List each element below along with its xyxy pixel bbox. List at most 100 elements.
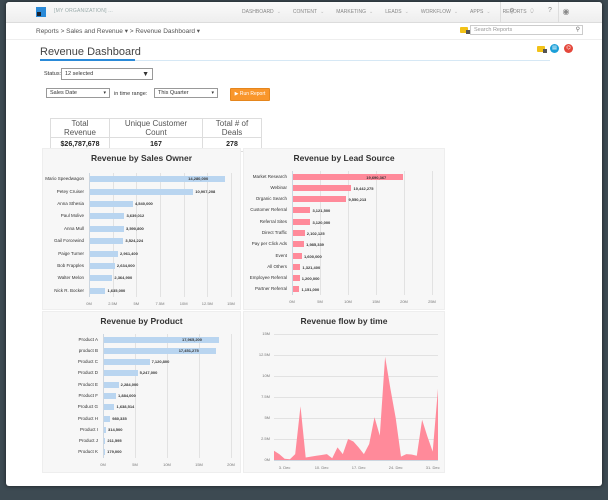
- page-title: Revenue Dashboard: [40, 46, 141, 58]
- time-range-select[interactable]: This Quarter ▾: [154, 88, 218, 98]
- category-label: Product H: [77, 415, 98, 421]
- category-label: Product I: [79, 426, 98, 432]
- category-label: Nick R. Bocker: [54, 287, 84, 293]
- app-window: [MY ORGANIZATION] ... DASHBOARD ⌄ CONTENT…: [6, 2, 602, 486]
- bar[interactable]: [104, 381, 119, 388]
- bar[interactable]: [293, 207, 311, 214]
- chart-title: Revenue flow by time: [300, 316, 388, 326]
- search-icon[interactable]: ⚲: [509, 8, 515, 15]
- bar[interactable]: [104, 359, 150, 366]
- x-tick-label: 5M: [132, 462, 138, 467]
- top-navigation: [MY ORGANIZATION] ... DASHBOARD ⌄ CONTENT…: [6, 2, 602, 23]
- bar[interactable]: [104, 393, 117, 399]
- gridline: [112, 173, 114, 297]
- x-tick-label: 10M: [179, 301, 188, 306]
- bar[interactable]: [104, 438, 106, 445]
- bar[interactable]: [293, 241, 305, 248]
- bar[interactable]: [293, 196, 347, 203]
- nav-dashboard[interactable]: DASHBOARD ⌄: [242, 9, 281, 15]
- bar[interactable]: [90, 188, 194, 195]
- org-switcher[interactable]: [MY ORGANIZATION] ...: [54, 8, 114, 14]
- gridline: [274, 418, 438, 419]
- bar[interactable]: [293, 252, 302, 259]
- bar[interactable]: [90, 263, 115, 269]
- category-label: Anna Sthesia: [57, 201, 84, 206]
- bar[interactable]: [293, 218, 311, 225]
- nav-apps[interactable]: APPS ⌄: [470, 9, 491, 15]
- bar[interactable]: [293, 230, 305, 236]
- save-folder-icon[interactable]: [537, 46, 547, 53]
- y-axis: [89, 173, 90, 297]
- bar[interactable]: [104, 426, 106, 433]
- bar[interactable]: [293, 286, 300, 293]
- category-label: Referral Sites: [259, 218, 287, 224]
- bar[interactable]: [293, 184, 352, 191]
- chart-title: Revenue by Product: [100, 316, 183, 326]
- category-label: Paige Turner: [58, 250, 84, 256]
- bar[interactable]: [104, 449, 106, 456]
- area-series[interactable]: [274, 334, 438, 461]
- category-label: Event: [275, 252, 287, 258]
- category-label: Product K: [78, 449, 98, 455]
- gridline: [274, 397, 438, 398]
- category-label: Product F: [78, 393, 98, 398]
- bar[interactable]: [90, 213, 125, 220]
- bar[interactable]: [90, 238, 124, 245]
- bar-value-label: 19,690,367: [366, 174, 387, 180]
- x-tick-label: 10M: [163, 462, 171, 467]
- bar[interactable]: [90, 275, 113, 282]
- gridline: [167, 334, 168, 458]
- search-icon[interactable]: ⚲: [575, 27, 580, 33]
- bar-value-label: 17,451,275: [178, 347, 199, 353]
- x-tick-label: 25M: [428, 299, 436, 304]
- bar-value-label: 1,600,000: [303, 253, 322, 259]
- x-tick-label: 15M: [372, 299, 380, 304]
- gridline: [432, 171, 433, 295]
- kpi-table: Total Revenue Unique Customer Count Tota…: [50, 118, 262, 152]
- nav-content[interactable]: CONTENT ⌄: [292, 9, 325, 15]
- chart-title: Revenue by Sales Owner: [90, 153, 193, 163]
- bar[interactable]: [293, 173, 404, 180]
- bar[interactable]: [90, 287, 106, 294]
- bar-value-label: 2,102,125: [306, 231, 325, 236]
- x-tick-label: 12.5M: [201, 301, 213, 306]
- bar[interactable]: [293, 263, 301, 270]
- nav-reports[interactable]: REPORTS ⌄: [502, 9, 534, 15]
- status-select[interactable]: 12 selected ▼: [61, 68, 153, 80]
- nav-marketing[interactable]: MARKETING ⌄: [336, 9, 374, 15]
- bar[interactable]: [104, 336, 219, 343]
- gridline: [160, 173, 161, 297]
- nav-workflow[interactable]: WORKFLOW ⌄: [420, 9, 459, 15]
- nav-leads[interactable]: LEADS ⌄: [385, 9, 409, 15]
- help-icon[interactable]: ?: [548, 7, 552, 14]
- logo-icon[interactable]: [36, 7, 46, 17]
- gridline: [199, 334, 200, 458]
- bar-value-label: 1,200,000: [301, 276, 320, 282]
- bar[interactable]: [90, 225, 124, 232]
- bar[interactable]: [293, 275, 300, 282]
- run-report-button[interactable]: ▶ Run Report: [230, 88, 270, 101]
- bar[interactable]: [90, 176, 226, 183]
- bar[interactable]: [90, 250, 119, 257]
- category-label: Direct Traffic: [261, 230, 287, 235]
- bar[interactable]: [90, 201, 133, 207]
- date-field-select[interactable]: Sales Date ▾: [46, 88, 110, 98]
- export-document-icon[interactable]: ▤: [550, 44, 559, 53]
- category-label: Market Research: [252, 173, 287, 179]
- x-tick-label: 10. Dec: [314, 465, 329, 470]
- bar-value-label: 314,500: [108, 426, 123, 432]
- pdf-icon[interactable]: ⌬: [564, 44, 573, 53]
- x-tick-label: 24. Dec: [388, 465, 403, 470]
- user-icon[interactable]: ◉: [562, 7, 570, 16]
- nav-divider: [500, 2, 501, 22]
- bell-icon[interactable]: ♢: [528, 8, 536, 15]
- breadcrumb[interactable]: Reports > Sales and Revenue ▾ > Revenue …: [36, 28, 201, 35]
- search-reports-input[interactable]: Search Reports ⚲: [470, 25, 583, 35]
- bar[interactable]: [104, 347, 216, 354]
- bar-value-label: 7,120,800: [151, 359, 170, 365]
- bar[interactable]: [104, 404, 115, 411]
- bar[interactable]: [104, 415, 111, 422]
- folder-icon[interactable]: [460, 27, 470, 34]
- bar-value-label: 3,639,012: [126, 213, 145, 219]
- bar[interactable]: [104, 370, 138, 377]
